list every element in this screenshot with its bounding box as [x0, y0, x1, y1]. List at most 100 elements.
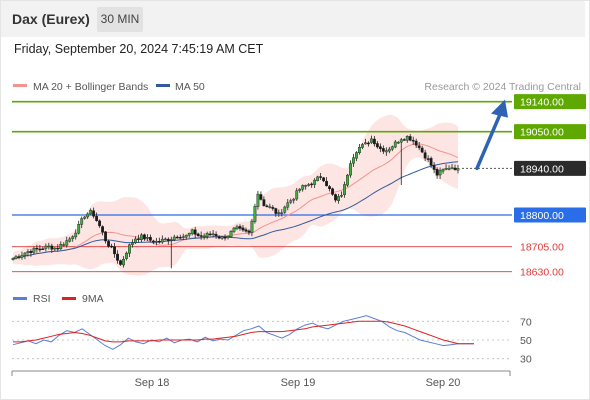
- candle-body: [44, 245, 48, 249]
- level-label-18940.00: 18940.00: [520, 163, 564, 175]
- candle: [35, 244, 39, 253]
- candle: [238, 224, 242, 231]
- candle: [355, 151, 358, 162]
- candle-body: [137, 238, 140, 240]
- candle: [292, 197, 296, 204]
- candle-body: [128, 244, 131, 254]
- x-tick-label: Sep 20: [426, 377, 461, 389]
- candle-body: [29, 251, 33, 254]
- candle: [274, 207, 278, 217]
- candle: [160, 235, 164, 244]
- forecast-arrow-shaft: [475, 107, 504, 171]
- candle: [334, 193, 337, 203]
- candle: [26, 249, 30, 257]
- candle: [137, 234, 140, 243]
- candle-body: [378, 146, 382, 149]
- candle-body: [343, 184, 346, 195]
- candle-body: [160, 238, 164, 243]
- candle: [220, 235, 224, 240]
- candle: [340, 191, 343, 198]
- candle: [193, 226, 197, 239]
- level-label-18630.00: 18630.00: [520, 267, 564, 279]
- candle-body: [331, 188, 334, 195]
- candle: [175, 235, 179, 239]
- candle-body: [304, 185, 308, 187]
- candle: [110, 243, 113, 249]
- candle-body: [298, 188, 302, 191]
- header-bar: Dax (Eurex) 30 MIN: [1, 1, 585, 37]
- candle: [456, 164, 460, 174]
- candle-body: [313, 179, 317, 185]
- candle-body: [217, 236, 221, 239]
- candle-body: [187, 233, 191, 236]
- candle-body: [387, 148, 391, 152]
- candle: [450, 163, 454, 170]
- x-tick-label: Sep 18: [135, 377, 170, 389]
- candle: [214, 231, 218, 239]
- candle: [378, 143, 382, 153]
- candle-body: [113, 246, 116, 255]
- candle-body: [143, 234, 146, 240]
- candle-body: [262, 199, 266, 206]
- candle: [369, 135, 373, 144]
- candle-body: [232, 227, 236, 232]
- rsi-series-rsi: [12, 315, 474, 350]
- candle-body: [334, 194, 337, 201]
- candle-body: [319, 176, 323, 178]
- rsi-series-9ma: [13, 320, 474, 345]
- candle-body: [396, 141, 400, 144]
- candle: [244, 227, 248, 233]
- credit-text: Research © 2024 Trading Central: [424, 81, 581, 93]
- candle-body: [322, 177, 326, 182]
- candle-body: [175, 236, 179, 239]
- candle-body: [53, 247, 57, 250]
- candle-body: [435, 169, 439, 176]
- candle: [163, 237, 167, 241]
- candle-body: [83, 216, 87, 219]
- candle: [143, 233, 146, 241]
- candle-body: [390, 146, 394, 150]
- candle-body: [104, 231, 107, 242]
- candle-body: [364, 142, 367, 145]
- candle: [157, 237, 161, 244]
- candle-body: [226, 236, 230, 238]
- candle-body: [178, 237, 182, 239]
- candle: [375, 140, 379, 149]
- candle-body: [59, 244, 63, 250]
- candle: [307, 183, 311, 187]
- candle: [65, 236, 69, 248]
- candle: [50, 243, 54, 253]
- level-tag-18940.00: [514, 160, 586, 176]
- candle: [38, 245, 42, 252]
- candle-body: [408, 136, 412, 141]
- candle: [289, 198, 293, 205]
- candle: [229, 230, 233, 238]
- timeframe-button[interactable]: 30 MIN: [97, 7, 143, 32]
- candle-body: [211, 233, 215, 236]
- bollinger-band-fill: [13, 114, 458, 276]
- candle-body: [325, 180, 328, 187]
- candle: [444, 164, 448, 171]
- candle-body: [184, 234, 188, 238]
- candle: [405, 135, 409, 143]
- candle: [435, 167, 439, 179]
- candle: [41, 246, 45, 250]
- candle: [184, 234, 188, 240]
- candle-body: [151, 240, 155, 243]
- candle-body: [426, 158, 430, 160]
- candle: [399, 137, 403, 185]
- candle: [71, 235, 75, 242]
- candle-body: [295, 190, 299, 200]
- candle: [11, 257, 15, 261]
- candle: [83, 215, 87, 220]
- candle-body: [116, 253, 119, 261]
- candle: [325, 177, 328, 187]
- candle-body: [247, 230, 251, 233]
- candle-body: [307, 184, 311, 186]
- candle-body: [11, 258, 15, 260]
- candle: [319, 172, 323, 180]
- candle-body: [268, 206, 272, 208]
- candle: [411, 136, 415, 145]
- candle-body: [196, 233, 200, 237]
